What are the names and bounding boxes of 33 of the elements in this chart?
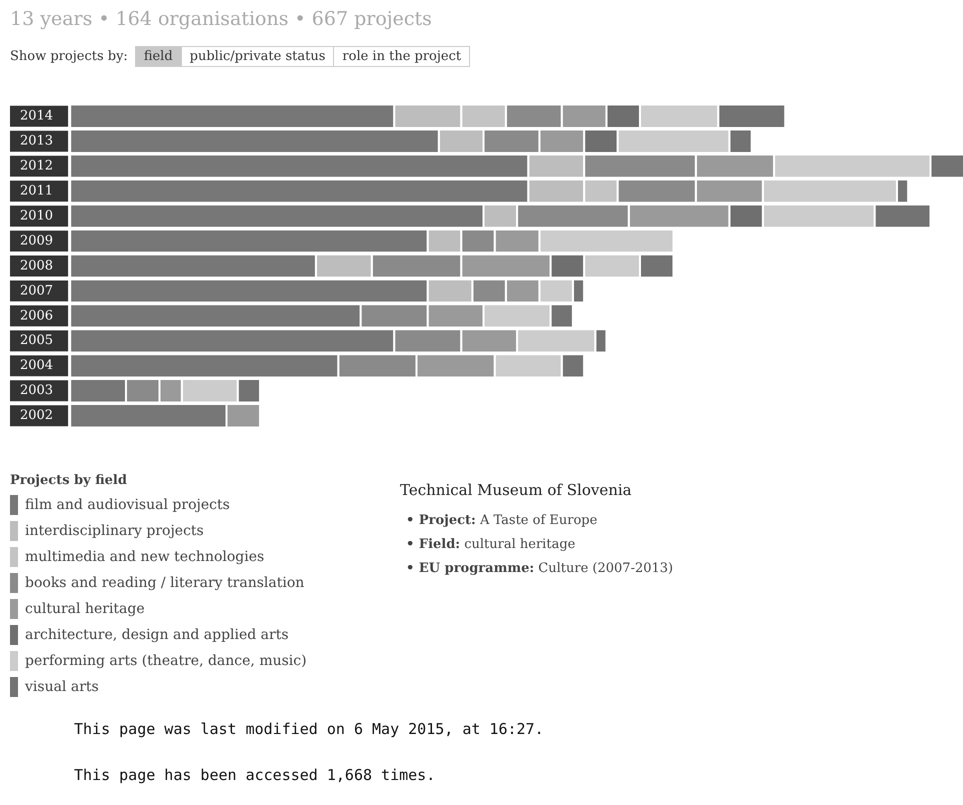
- y-tick-label: 2003: [20, 383, 54, 398]
- y-tick-label: 2006: [20, 308, 54, 324]
- text: This page was last modified on 6 May 2015, at 16:27.: [74, 720, 544, 738]
- y-tick-label: 2014: [20, 108, 54, 124]
- text: Technical Museum of Slovenia: [400, 481, 633, 499]
- y-tick-label: 2009: [20, 233, 54, 248]
- y-tick-label: 2012: [20, 158, 54, 174]
- legend-label: interdisciplinary projects: [25, 523, 204, 539]
- chart-title: 13 years • 164 organisations • 667 projects: [10, 8, 432, 30]
- text: This page has been accessed 1,668 times.: [74, 766, 436, 784]
- text: public/private status: [180, 46, 334, 67]
- legend-label: film and audiovisual projects: [25, 497, 230, 513]
- text: Show projects by:: [10, 49, 128, 64]
- legend-label: visual arts: [25, 679, 99, 695]
- legend-label: multimedia and new technologies: [25, 549, 264, 565]
- y-tick-label: 2013: [20, 134, 54, 149]
- y-tick-label: 2005: [20, 333, 54, 348]
- y-tick-label: 2007: [20, 283, 54, 298]
- legend-title: Projects by field: [10, 473, 128, 488]
- legend-label: architecture, design and applied arts: [25, 627, 289, 643]
- text: • Project: A Taste of Europe: [406, 513, 598, 528]
- y-tick-label: 2008: [20, 258, 54, 274]
- text: role in the project: [333, 46, 470, 67]
- legend-label: books and reading / literary translation: [25, 575, 304, 591]
- y-tick-label: 2010: [20, 208, 54, 224]
- y-tick-label: 2002: [20, 408, 54, 424]
- y-tick-label: 2004: [20, 358, 54, 374]
- y-tick-label: 2011: [20, 184, 54, 199]
- text: • Field: cultural heritage: [406, 537, 576, 552]
- legend-label: cultural heritage: [25, 601, 145, 617]
- legend-label: performing arts (theatre, dance, music): [25, 653, 307, 669]
- text: • EU programme: Culture (2007-2013): [406, 561, 674, 576]
- text: field: [134, 46, 182, 67]
